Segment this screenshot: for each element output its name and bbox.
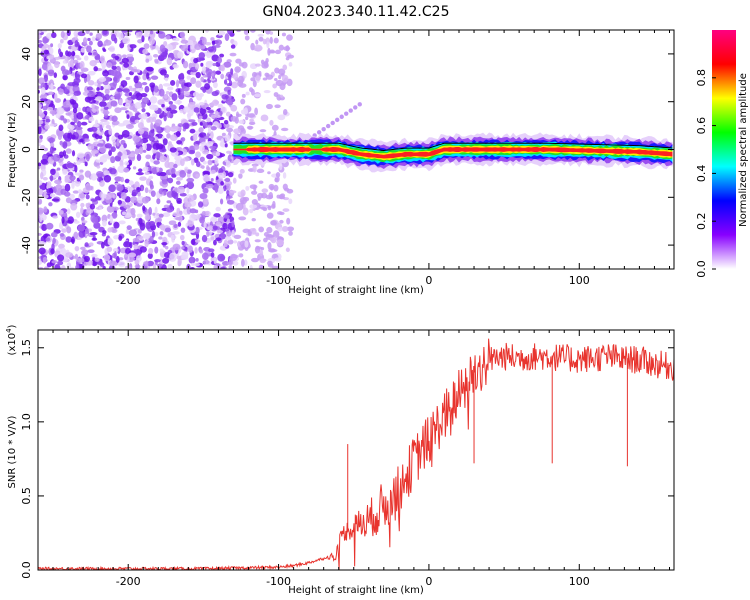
snr-x-tick-label: 0: [425, 575, 432, 588]
snr-scale-exp: 4: [5, 328, 13, 333]
spectrogram-x-label: Height of straight line (km): [288, 285, 424, 296]
snr-scale-note: (x104): [5, 324, 18, 355]
svg-text:(x104): (x104): [5, 324, 18, 355]
snr-x-ticks: -200 -100 0 100: [52, 30, 670, 588]
spectrogram-y-tick-label: 20: [20, 95, 33, 109]
colorbar-tick-label: 0.2: [695, 212, 708, 230]
snr-scale-base: (x10: [7, 333, 18, 356]
snr-y-tick-label: 0.0: [20, 561, 33, 579]
spectrogram-y-tick-label: 40: [20, 47, 33, 61]
colorbar-tick-label: 0.8: [695, 69, 708, 87]
figure-title: GN04.2023.340.11.42.C25: [263, 4, 450, 20]
spectrogram-noise: [38, 30, 362, 269]
spectrogram-x-tick-label: 0: [425, 274, 432, 287]
colorbar: 0.0 0.2 0.4 0.6 0.8 Normalized spectral ampl…: [695, 30, 749, 278]
colorbar-ticks: 0.0 0.2 0.4 0.6 0.8: [695, 69, 716, 278]
colorbar-gradient: [712, 30, 736, 269]
snr-series: [38, 338, 674, 570]
spectrogram-x-tick-label: 100: [569, 274, 590, 287]
spectrogram-x-tick-label: -200: [116, 274, 141, 287]
snr-y-tick-label: 1.5: [20, 339, 33, 357]
spectrogram-y-tick-label: 0: [20, 146, 33, 153]
snr-panel: -200 -100 0 100 0.00.51.01.5 Height of stra…: [5, 30, 675, 596]
colorbar-tick-label: 0.4: [695, 165, 708, 183]
spectrogram-x-ticks: -200 -100 0 100: [116, 30, 590, 287]
snr-line: [38, 338, 674, 570]
snr-scale-close: ): [7, 324, 18, 328]
spectrogram-x-tick-label: -100: [266, 274, 291, 287]
spectrogram-y-tick-label: -20: [20, 188, 33, 206]
snr-y-ticks: 0.0 0.5 1.0 1.5: [20, 339, 674, 579]
snr-y-tick-label: 1.0: [20, 413, 33, 431]
snr-frame: [37, 329, 675, 571]
snr-x-label: Height of straight line (km): [288, 585, 424, 596]
colorbar-label: Normalized spectral amplitude: [738, 73, 749, 227]
snr-y-label: SNR (10 * V/V): [7, 415, 18, 488]
snr-x-tick-label: -100: [266, 575, 291, 588]
snr-x-tick-label: 100: [569, 575, 590, 588]
spectrogram-y-label: Frequency (Hz): [7, 112, 18, 188]
colorbar-tick-label: 0.0: [695, 260, 708, 278]
spectrogram-y-ticks: -40 -20 0 20 40: [20, 47, 674, 254]
spectrogram-y-tick-label: -40: [20, 236, 33, 254]
colorbar-tick-label: 0.6: [695, 117, 708, 135]
spectrogram-signal-band: [233, 132, 673, 173]
snr-x-tick-label: -200: [116, 575, 141, 588]
snr-y-tick-label: 0.5: [20, 487, 33, 505]
